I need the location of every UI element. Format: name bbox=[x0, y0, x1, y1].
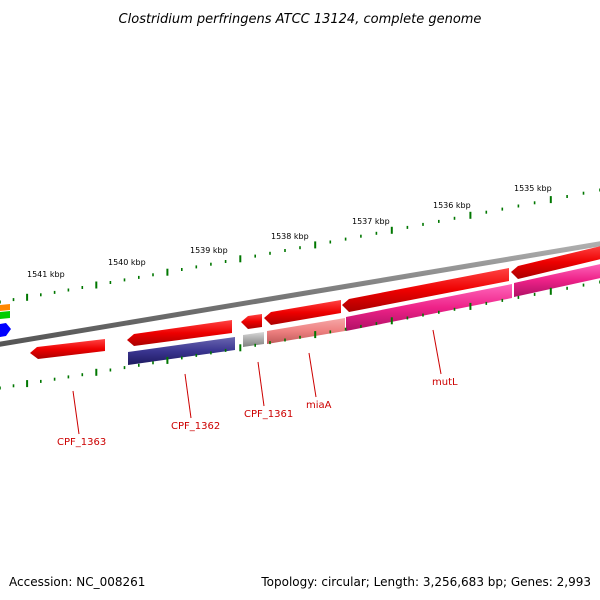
gene-bar-miaA[interactable] bbox=[267, 318, 345, 344]
edge-feature-green[interactable] bbox=[0, 311, 10, 319]
gene-label-mutL[interactable]: mutL bbox=[432, 377, 458, 388]
gene-bar-cpf-1362[interactable] bbox=[128, 337, 235, 365]
tick-label-1535: 1535 kbp bbox=[514, 184, 552, 193]
edge-feature-blue[interactable] bbox=[0, 323, 11, 337]
tick-label-1538: 1538 kbp bbox=[271, 232, 309, 241]
cds-forward-5[interactable] bbox=[342, 268, 509, 312]
forward-cds-track bbox=[30, 245, 600, 359]
gene-track bbox=[128, 263, 600, 365]
cds-forward-2[interactable] bbox=[127, 320, 232, 346]
genome-backbone bbox=[0, 241, 600, 347]
gene-label-cpf-1363[interactable]: CPF_1363 bbox=[57, 437, 106, 448]
map-title: Clostridium perfringens ATCC 13124, comp… bbox=[119, 12, 482, 27]
cds-forward-6[interactable] bbox=[511, 245, 600, 279]
gene-labels: CPF_1363 CPF_1362 CPF_1361 miaA mutL bbox=[57, 377, 458, 448]
gene-label-cpf-1361[interactable]: CPF_1361 bbox=[244, 409, 293, 420]
accession-text: Accession: NC_008261 bbox=[9, 575, 145, 589]
gene-bar-cpf-1361[interactable] bbox=[243, 332, 264, 347]
cds-forward-4[interactable] bbox=[264, 300, 341, 325]
gene-label-miaA[interactable]: miaA bbox=[306, 400, 332, 411]
leader-miaA bbox=[308, 352, 317, 398]
leader-cpf-1362 bbox=[184, 373, 192, 419]
gene-bar-mutL[interactable] bbox=[346, 284, 512, 331]
outer-tick-ring bbox=[0, 188, 600, 304]
tick-label-1537: 1537 kbp bbox=[352, 217, 390, 226]
inner-tick-ring bbox=[0, 280, 600, 390]
tick-label-1540: 1540 kbp bbox=[108, 258, 146, 267]
edge-feature-orange[interactable] bbox=[0, 304, 10, 311]
cds-forward-3[interactable] bbox=[241, 314, 262, 329]
tick-label-1536: 1536 kbp bbox=[433, 201, 471, 210]
gene-label-leaders bbox=[72, 329, 442, 435]
gene-bar-mutL-continued[interactable] bbox=[514, 263, 600, 297]
genome-summary-text: Topology: circular; Length: 3,256,683 bp… bbox=[260, 575, 591, 589]
leader-cpf-1361 bbox=[257, 361, 265, 407]
cds-forward-1[interactable] bbox=[30, 339, 105, 359]
tick-labels: 1541 kbp 1540 kbp 1539 kbp 1538 kbp 1537… bbox=[27, 184, 552, 279]
leader-mutL bbox=[432, 329, 442, 375]
leader-cpf-1363 bbox=[72, 390, 80, 435]
tick-label-1539: 1539 kbp bbox=[190, 246, 228, 255]
gene-label-cpf-1362[interactable]: CPF_1362 bbox=[171, 421, 220, 432]
tick-label-1541: 1541 kbp bbox=[27, 270, 65, 279]
